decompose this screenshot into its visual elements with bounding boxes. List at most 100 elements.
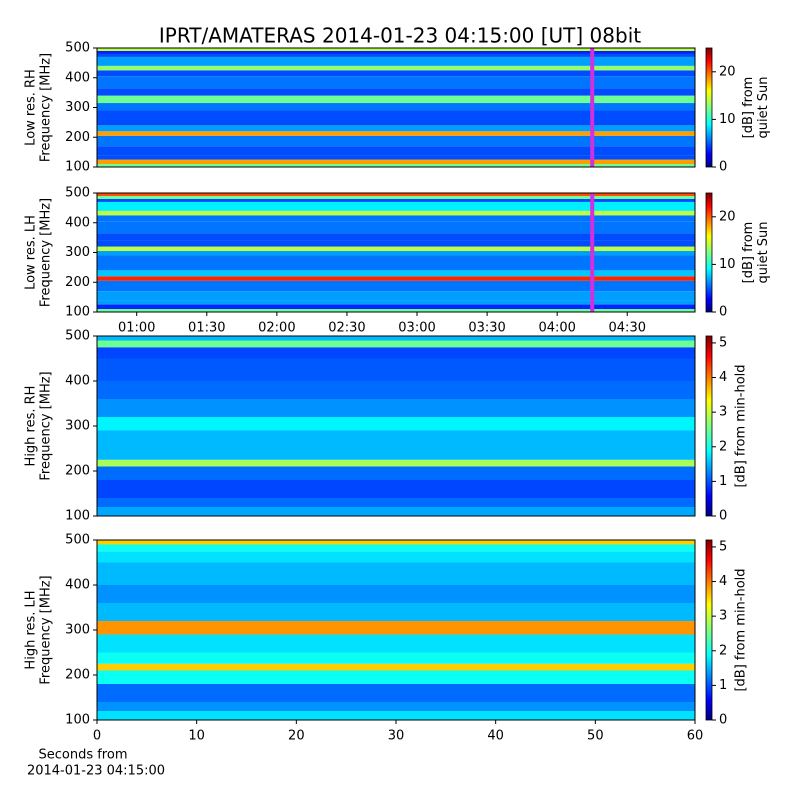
spectrum-band bbox=[97, 358, 695, 381]
colorbar bbox=[705, 335, 713, 517]
spectrum-band bbox=[97, 540, 695, 545]
spectrum-band bbox=[97, 125, 695, 132]
y-tick-label: 100 bbox=[65, 509, 90, 524]
time-marker bbox=[590, 48, 595, 167]
spectrum-band bbox=[97, 159, 695, 165]
colorbar-tick-label: 0 bbox=[719, 160, 727, 175]
spectrum-band bbox=[97, 585, 695, 603]
spectrum-band bbox=[97, 56, 695, 66]
spectrum-band bbox=[97, 336, 695, 341]
spectrum-band bbox=[97, 110, 695, 126]
spectrum-band bbox=[97, 309, 695, 312]
colorbar-tick-label: 4 bbox=[719, 370, 727, 385]
colorbar-label: quiet Sun bbox=[756, 76, 771, 138]
spectrum-band bbox=[97, 215, 695, 222]
x-tick-label: 01:00 bbox=[118, 321, 155, 336]
spectrum-band bbox=[97, 381, 695, 399]
spectrum-band bbox=[97, 88, 695, 96]
spectrum-band bbox=[97, 95, 695, 104]
spectrum-band bbox=[97, 280, 695, 292]
spectrum-band bbox=[97, 634, 695, 653]
spectrum-band bbox=[97, 670, 695, 684]
colorbar-label: [dB] from min-hold bbox=[734, 568, 749, 691]
y-tick-label: 400 bbox=[65, 215, 90, 230]
colorbar-tick-label: 3 bbox=[719, 405, 727, 420]
y-axis-label: High res. LH bbox=[24, 590, 39, 669]
spectrum-band bbox=[97, 201, 695, 211]
spectrum-band bbox=[97, 76, 695, 89]
x-tick-label: 60 bbox=[687, 729, 704, 744]
colorbar-label: [dB] from min-hold bbox=[734, 364, 749, 487]
y-tick-label: 200 bbox=[65, 668, 90, 683]
spectrum-band bbox=[97, 507, 695, 516]
x-axis-label: 2014-01-23 04:15:00 bbox=[27, 764, 165, 779]
y-tick-label: 100 bbox=[65, 160, 90, 175]
colorbar-tick-label: 10 bbox=[719, 257, 736, 272]
y-tick-label: 400 bbox=[65, 578, 90, 593]
spectrum-band bbox=[97, 459, 695, 467]
x-tick-label: 04:30 bbox=[609, 321, 646, 336]
colorbar-tick-label: 4 bbox=[719, 574, 727, 589]
x-tick-label: 02:00 bbox=[258, 321, 295, 336]
y-tick-label: 200 bbox=[65, 275, 90, 290]
spectrum-band bbox=[97, 276, 695, 281]
x-tick-label: 0 bbox=[93, 729, 101, 744]
y-axis-label: High res. RH bbox=[24, 386, 39, 467]
spectrum-band bbox=[97, 291, 695, 301]
y-tick-label: 100 bbox=[65, 305, 90, 320]
x-tick-label: 50 bbox=[587, 729, 604, 744]
colorbar-tick-label: 0 bbox=[719, 713, 727, 728]
spectrum-band bbox=[97, 270, 695, 277]
x-tick-label: 04:00 bbox=[538, 321, 575, 336]
spectrum-band bbox=[97, 195, 695, 199]
colorbar-label: [dB] from bbox=[741, 222, 756, 284]
spectrum-band bbox=[97, 246, 695, 252]
spectrum-band bbox=[97, 621, 695, 635]
time-marker bbox=[590, 193, 595, 312]
spectrum-band bbox=[97, 193, 695, 196]
spectrum-band bbox=[97, 155, 695, 160]
colorbar bbox=[705, 47, 713, 168]
colorbar-tick-label: 1 bbox=[719, 474, 727, 489]
spectrum-band bbox=[97, 146, 695, 156]
spectrum-band bbox=[97, 103, 695, 111]
spectrum-band bbox=[97, 340, 695, 348]
colorbar-label: quiet Sun bbox=[756, 221, 771, 283]
y-tick-label: 500 bbox=[65, 533, 90, 548]
spectrum-band bbox=[97, 233, 695, 241]
spectrum-band bbox=[97, 198, 695, 202]
spectrum-band bbox=[97, 711, 695, 720]
colorbar-tick-label: 3 bbox=[719, 609, 727, 624]
y-tick-label: 400 bbox=[65, 70, 90, 85]
colorbar-tick-label: 5 bbox=[719, 335, 727, 350]
spectrum-band bbox=[97, 70, 695, 77]
colorbar-tick-label: 10 bbox=[719, 112, 736, 127]
spectrum-band bbox=[97, 53, 695, 57]
spectrum-band bbox=[97, 347, 695, 359]
spectrum-band bbox=[97, 480, 695, 498]
spectrum-band bbox=[97, 652, 695, 664]
colorbar-tick-label: 20 bbox=[719, 64, 736, 79]
spectrum-band bbox=[97, 544, 695, 552]
y-tick-label: 300 bbox=[65, 245, 90, 260]
spectrum-band bbox=[97, 300, 695, 305]
spectrum-band bbox=[97, 448, 695, 460]
y-tick-label: 500 bbox=[65, 186, 90, 201]
spectrum-band bbox=[97, 663, 695, 671]
y-axis-label: Low res. LH bbox=[24, 215, 39, 290]
y-tick-label: 500 bbox=[65, 41, 90, 56]
y-tick-label: 500 bbox=[65, 329, 90, 344]
spectrum-band bbox=[97, 562, 695, 585]
x-tick-label: 02:30 bbox=[328, 321, 365, 336]
y-axis-label: Frequency [MHz] bbox=[39, 198, 54, 307]
spectrum-band bbox=[97, 498, 695, 507]
x-tick-label: 10 bbox=[188, 729, 205, 744]
spectrum-band bbox=[97, 221, 695, 234]
y-axis-label: Frequency [MHz] bbox=[39, 53, 54, 162]
spectrum-band bbox=[97, 417, 695, 431]
y-axis-label: Low res. RH bbox=[24, 69, 39, 146]
y-tick-label: 200 bbox=[65, 464, 90, 479]
spectrum-band bbox=[97, 135, 695, 147]
x-tick-label: 03:00 bbox=[398, 321, 435, 336]
